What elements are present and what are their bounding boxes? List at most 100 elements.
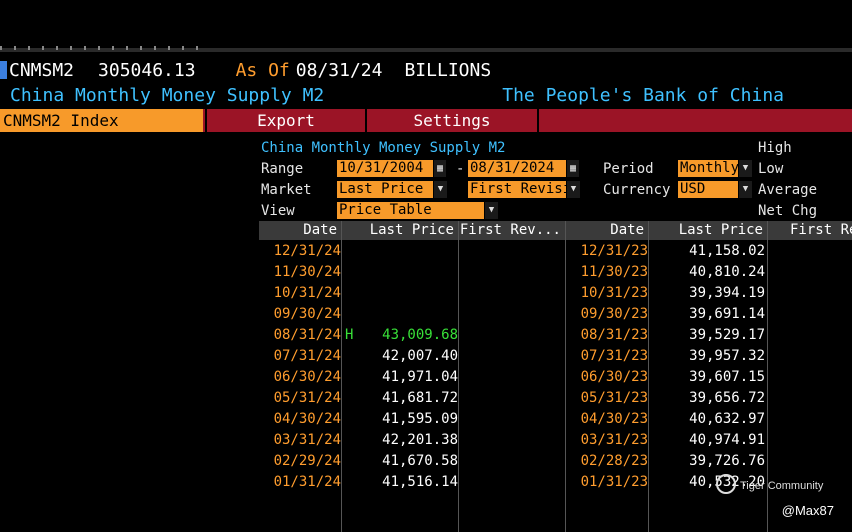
column-divider bbox=[767, 221, 768, 532]
security-description: China Monthly Money Supply M2 bbox=[10, 85, 325, 106]
row-date[interactable]: 01/31/23 bbox=[580, 474, 648, 490]
row-last-price[interactable]: 39,726.76 bbox=[689, 453, 765, 469]
row-date[interactable]: 02/28/23 bbox=[580, 453, 648, 469]
currency-select[interactable]: USD bbox=[678, 181, 738, 198]
chevron-down-icon[interactable]: ▼ bbox=[739, 181, 752, 198]
market-label: Market bbox=[261, 182, 312, 198]
security-header: CNMSM2 305046.13 As Of 08/31/24 BILLIONS bbox=[0, 60, 491, 82]
row-date[interactable]: 07/31/24 bbox=[273, 348, 341, 364]
row-last-price[interactable]: 41,971.04 bbox=[382, 369, 458, 385]
settings-button[interactable]: Settings bbox=[365, 109, 537, 132]
stat-high: High bbox=[758, 140, 792, 156]
col-header-last-price[interactable]: Last Price bbox=[649, 221, 767, 240]
row-last-price[interactable]: 43,009.68 bbox=[382, 327, 458, 343]
range-start-input[interactable]: 10/31/2004 bbox=[337, 160, 433, 177]
row-last-price[interactable]: 39,607.15 bbox=[689, 369, 765, 385]
row-date[interactable]: 06/30/24 bbox=[273, 369, 341, 385]
ticker[interactable]: CNMSM2 bbox=[9, 60, 75, 81]
row-last-price[interactable] bbox=[342, 304, 458, 325]
stat-net-change: Net Chg bbox=[758, 203, 818, 219]
row-last-price[interactable]: 39,394.19 bbox=[689, 285, 765, 301]
stat-low: Low bbox=[758, 161, 784, 177]
tiger-logo-icon bbox=[716, 474, 736, 494]
form-title: China Monthly Money Supply M2 bbox=[261, 140, 506, 156]
row-last-price[interactable]: 39,656.72 bbox=[689, 390, 765, 406]
col-header-last-price[interactable]: Last Price bbox=[342, 221, 458, 240]
chevron-down-icon[interactable]: ▼ bbox=[567, 181, 580, 198]
watermark: Tiger Community bbox=[716, 474, 823, 494]
view-label: View bbox=[261, 203, 295, 219]
data-source: The People's Bank of China bbox=[502, 85, 784, 106]
market-select[interactable]: Last Price bbox=[337, 181, 433, 198]
column-divider bbox=[565, 221, 566, 532]
chevron-down-icon[interactable]: ▼ bbox=[739, 160, 752, 177]
range-end-input[interactable]: 08/31/2024 bbox=[468, 160, 566, 177]
row-last-price[interactable] bbox=[342, 262, 458, 283]
export-button[interactable]: Export bbox=[205, 109, 365, 132]
column-divider bbox=[458, 221, 459, 532]
row-last-price[interactable]: 41,595.09 bbox=[382, 411, 458, 427]
row-date[interactable]: 05/31/24 bbox=[273, 390, 341, 406]
index-field[interactable]: CNMSM2 Index bbox=[0, 109, 203, 132]
range-label: Range bbox=[261, 161, 304, 177]
as-of-label: As Of bbox=[235, 60, 290, 81]
col-header-first-rev[interactable]: First Rev... bbox=[459, 221, 565, 240]
row-date[interactable]: 06/30/23 bbox=[580, 369, 648, 385]
row-last-price[interactable]: 39,691.14 bbox=[689, 306, 765, 322]
currency-label: Currency bbox=[603, 182, 671, 198]
row-date[interactable]: 05/31/23 bbox=[580, 390, 648, 406]
row-date[interactable]: 03/31/23 bbox=[580, 432, 648, 448]
row-date[interactable]: 07/31/23 bbox=[580, 348, 648, 364]
range-dash: - bbox=[456, 161, 465, 177]
units-label: BILLIONS bbox=[404, 60, 492, 81]
row-date[interactable]: 08/31/23 bbox=[580, 327, 648, 343]
view-select[interactable]: Price Table bbox=[337, 202, 484, 219]
row-date[interactable]: 10/31/23 bbox=[580, 285, 648, 301]
row-last-price[interactable]: 40,974.91 bbox=[689, 432, 765, 448]
row-date[interactable]: 12/31/24 bbox=[273, 243, 341, 259]
stat-average: Average bbox=[758, 182, 818, 198]
row-last-price[interactable] bbox=[342, 241, 458, 262]
row-date[interactable]: 04/30/24 bbox=[273, 411, 341, 427]
row-last-price[interactable]: 41,158.02 bbox=[689, 243, 765, 259]
row-last-price[interactable]: 39,957.32 bbox=[689, 348, 765, 364]
row-date[interactable]: 11/30/23 bbox=[580, 264, 648, 280]
calendar-icon[interactable]: ▦ bbox=[434, 160, 446, 177]
row-last-price[interactable]: 39,529.17 bbox=[689, 327, 765, 343]
row-last-price[interactable]: 42,201.38 bbox=[382, 432, 458, 448]
row-last-price[interactable]: 41,681.72 bbox=[382, 390, 458, 406]
top-divider bbox=[0, 46, 852, 52]
row-date[interactable]: 02/29/24 bbox=[273, 453, 341, 469]
col-header-date[interactable]: Date bbox=[259, 221, 341, 240]
column-divider bbox=[341, 221, 342, 532]
row-date[interactable]: 09/30/23 bbox=[580, 306, 648, 322]
cursor-marker bbox=[0, 61, 7, 79]
row-date[interactable]: 01/31/24 bbox=[273, 474, 341, 490]
row-last-price[interactable]: 41,670.58 bbox=[382, 453, 458, 469]
row-last-price[interactable]: 41,516.14 bbox=[382, 474, 458, 490]
chevron-down-icon[interactable]: ▼ bbox=[485, 202, 498, 219]
row-date[interactable]: 10/31/24 bbox=[273, 285, 341, 301]
row-date[interactable]: 03/31/24 bbox=[273, 432, 341, 448]
row-date[interactable]: 09/30/24 bbox=[273, 306, 341, 322]
chevron-down-icon[interactable]: ▼ bbox=[434, 181, 447, 198]
row-last-price[interactable]: 40,810.24 bbox=[689, 264, 765, 280]
calendar-icon[interactable]: ▦ bbox=[567, 160, 579, 177]
column-divider bbox=[648, 221, 649, 532]
row-last-price[interactable] bbox=[342, 283, 458, 304]
period-select[interactable]: Monthly bbox=[678, 160, 738, 177]
col-header-date[interactable]: Date bbox=[566, 221, 648, 240]
row-last-price[interactable]: 40,632.97 bbox=[689, 411, 765, 427]
row-date[interactable]: 11/30/24 bbox=[273, 264, 341, 280]
menu-bar bbox=[0, 109, 852, 132]
period-label: Period bbox=[603, 161, 654, 177]
row-date[interactable]: 12/31/23 bbox=[580, 243, 648, 259]
row-last-price[interactable]: 42,007.40 bbox=[382, 348, 458, 364]
col-header-first-rev[interactable]: First Rev bbox=[768, 221, 852, 240]
watermark-text: Tiger Community bbox=[740, 480, 824, 492]
row-date[interactable]: 04/30/23 bbox=[580, 411, 648, 427]
as-of-date: 08/31/24 bbox=[295, 60, 383, 81]
revision-select[interactable]: First Revision bbox=[468, 181, 566, 198]
row-date[interactable]: 08/31/24 bbox=[273, 327, 341, 343]
last-price: 305046.13 bbox=[98, 60, 196, 81]
